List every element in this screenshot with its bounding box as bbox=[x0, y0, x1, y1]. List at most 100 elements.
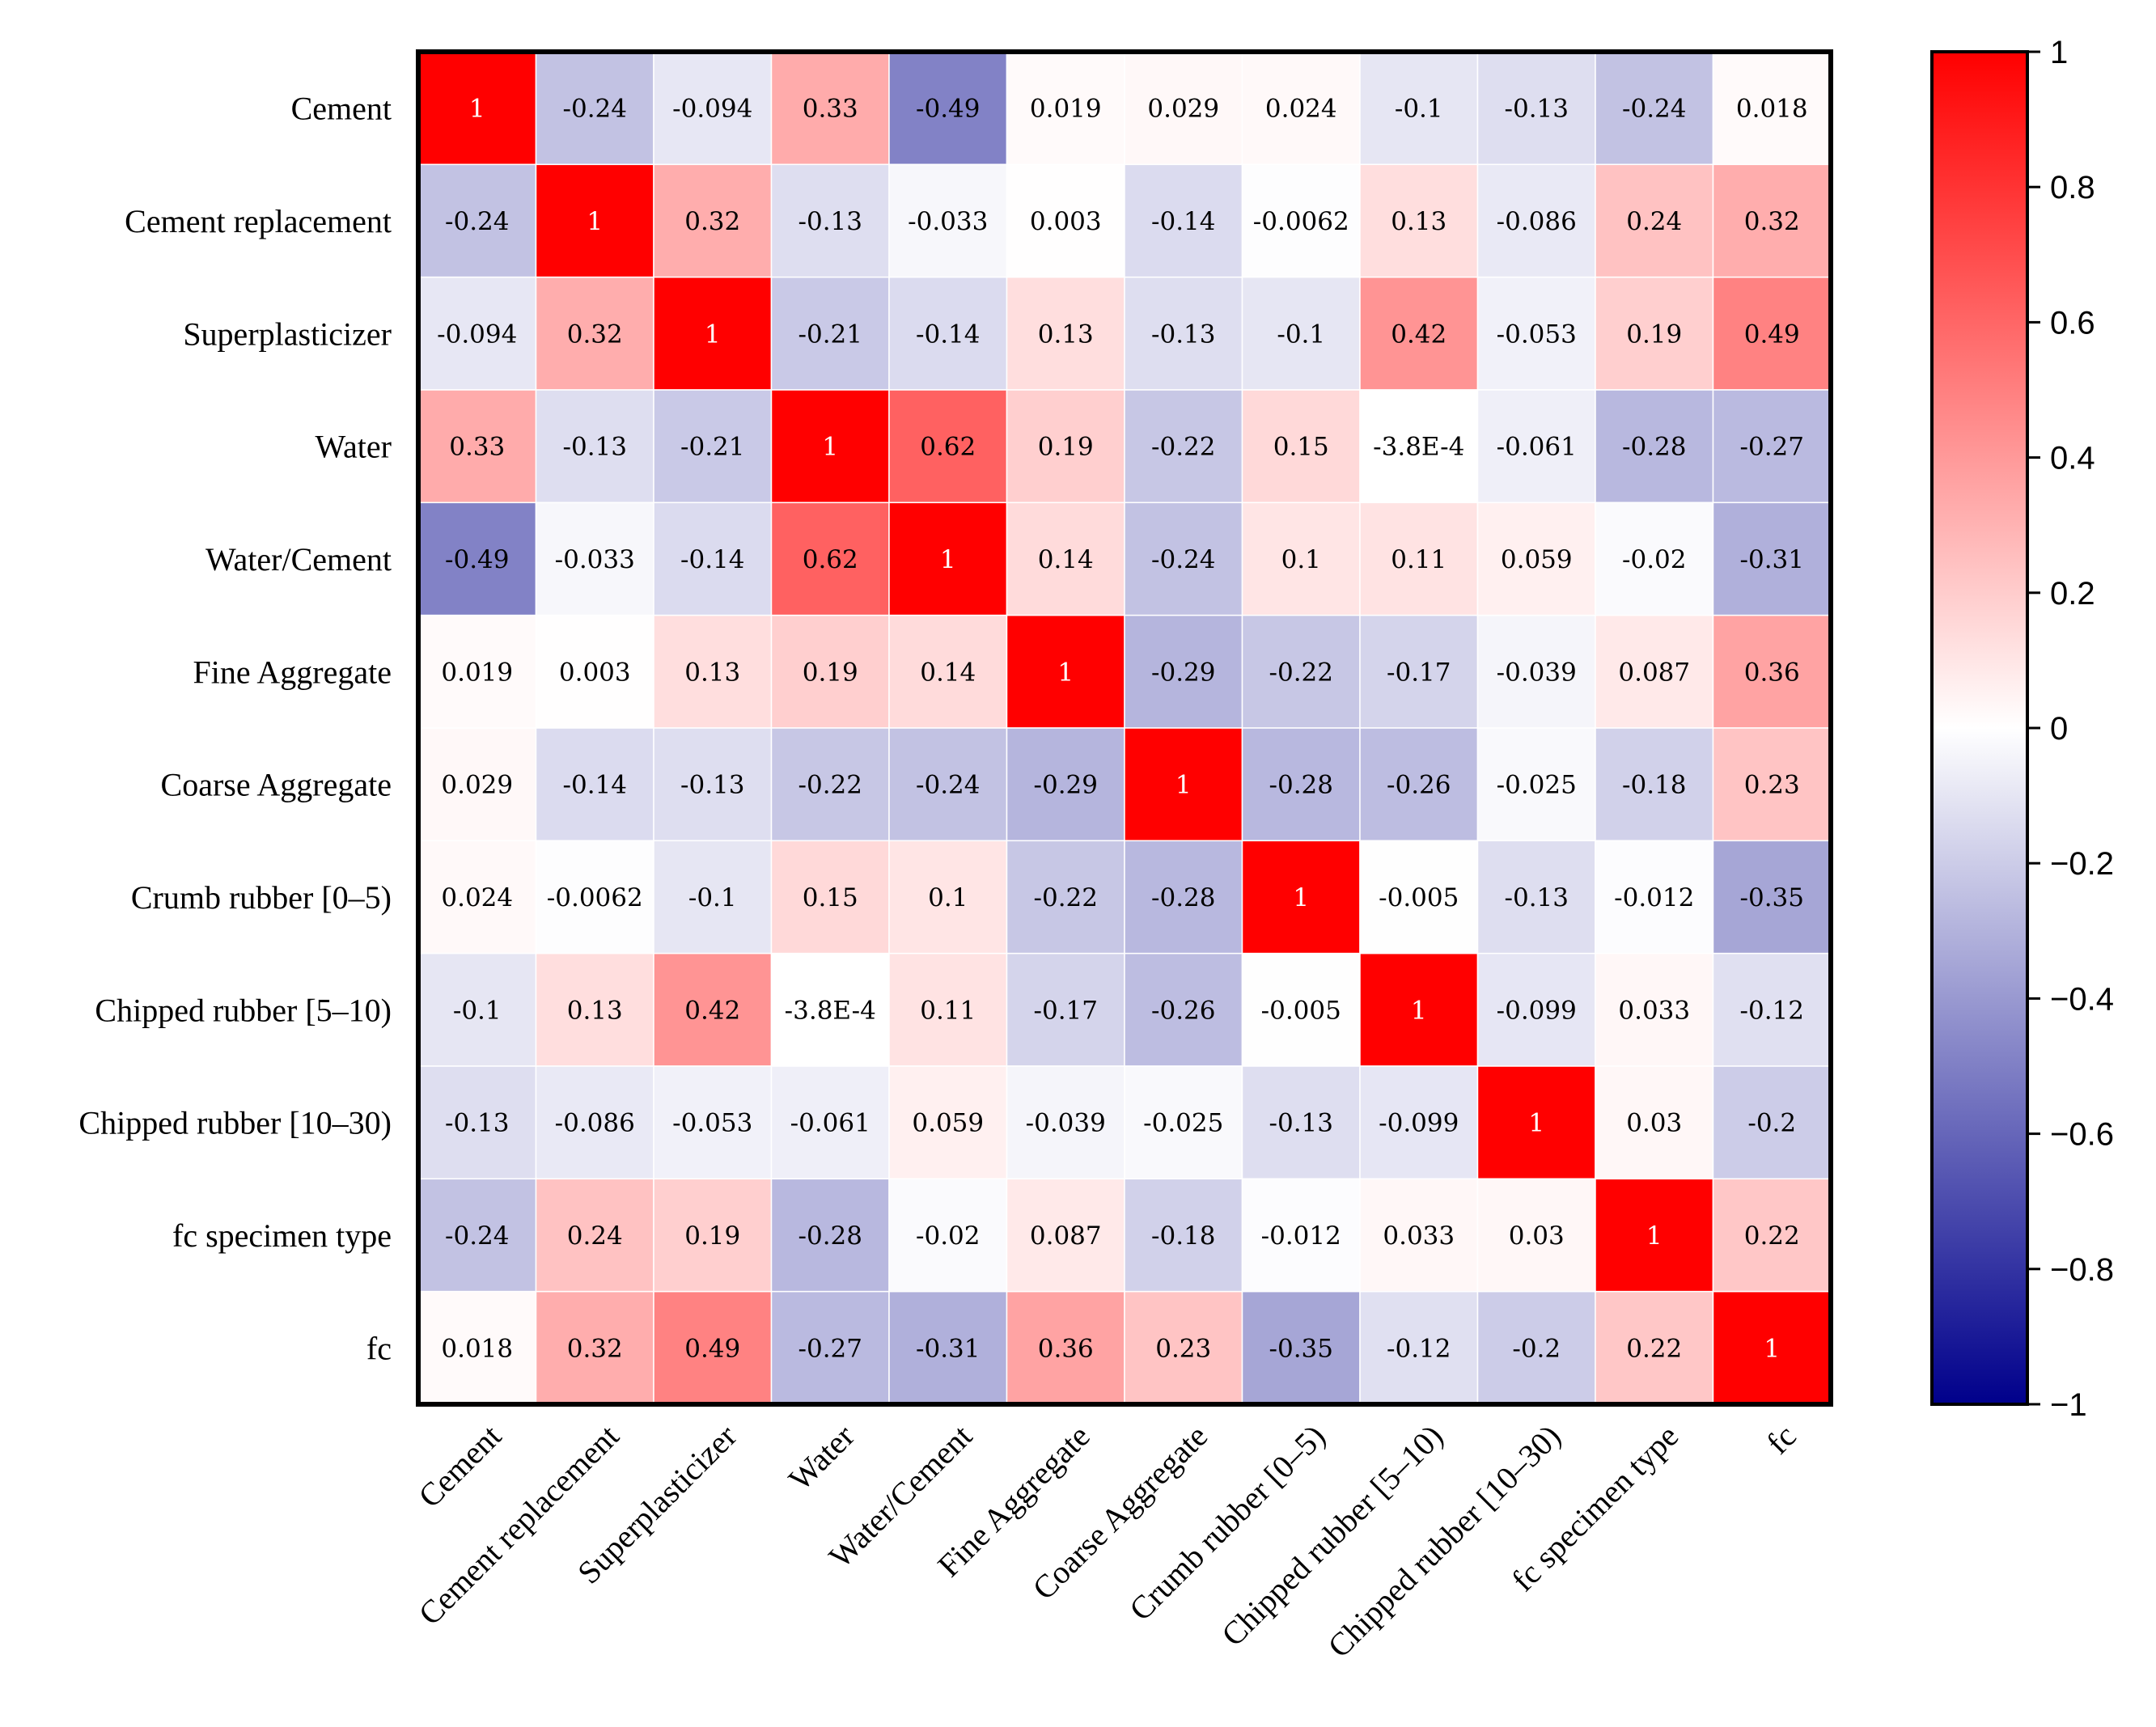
cell-value-label: -0.18 bbox=[1151, 1221, 1216, 1251]
cell-value-label: -0.24 bbox=[563, 95, 628, 124]
heatmap-cell bbox=[1241, 1065, 1361, 1180]
cell-value-label: -0.14 bbox=[1151, 207, 1216, 236]
heatmap-cell bbox=[1359, 614, 1479, 729]
heatmap-cell bbox=[770, 276, 890, 391]
cell-value-label: 0.32 bbox=[1744, 207, 1800, 236]
heatmap-cell bbox=[1241, 1178, 1361, 1293]
cell-value-label: 0.33 bbox=[803, 95, 858, 124]
heatmap-cell bbox=[1006, 163, 1125, 278]
heatmap-cell bbox=[535, 840, 654, 955]
cell-value-label: -0.28 bbox=[1151, 883, 1216, 912]
heatmap-cell bbox=[1006, 952, 1125, 1067]
heatmap-cell bbox=[1359, 1290, 1479, 1405]
cell-value-label: 0.03 bbox=[1509, 1221, 1565, 1251]
heatmap-cell bbox=[417, 614, 537, 729]
row-labels: Cement Cement replacement Superplasticizer… bbox=[78, 91, 392, 1367]
heatmap-cell bbox=[535, 727, 654, 842]
heatmap-cells bbox=[417, 51, 1832, 1405]
cell-value-label: 0.22 bbox=[1744, 1221, 1800, 1251]
heatmap-cell bbox=[535, 51, 654, 166]
cell-value-label: 0.1 bbox=[928, 883, 968, 912]
heatmap-cell bbox=[1712, 276, 1832, 391]
heatmap-cell bbox=[1241, 502, 1361, 616]
cell-value-label: 0.23 bbox=[1155, 1334, 1211, 1363]
cell-value-label: 0.24 bbox=[567, 1221, 623, 1251]
cell-value-label: 1 bbox=[1175, 771, 1192, 800]
cell-value-label: -0.061 bbox=[1497, 433, 1577, 462]
heatmap-cell bbox=[1006, 51, 1125, 166]
heatmap-cell bbox=[1476, 614, 1596, 729]
heatmap-cell bbox=[417, 51, 537, 166]
cell-value-label: 0.13 bbox=[567, 996, 623, 1025]
heatmap-cell bbox=[1241, 614, 1361, 729]
cell-value-label: -0.22 bbox=[1034, 883, 1099, 912]
heatmap-cell bbox=[1359, 1178, 1479, 1293]
cell-value-label: -0.005 bbox=[1379, 883, 1459, 912]
heatmap-cell bbox=[653, 727, 773, 842]
heatmap-cell bbox=[1476, 1290, 1596, 1405]
cell-value-label: -0.29 bbox=[1034, 771, 1099, 800]
row-label: Crumb rubber [0–5) bbox=[131, 879, 392, 916]
heatmap-cell bbox=[1476, 1178, 1596, 1293]
cell-value-label: 0.059 bbox=[1501, 545, 1573, 574]
cell-value-label: -0.35 bbox=[1269, 1334, 1334, 1363]
row-label: Superplasticizer bbox=[183, 315, 392, 352]
heatmap-cell bbox=[535, 1065, 654, 1180]
heatmap-cell bbox=[1595, 727, 1714, 842]
row-label: Cement replacement bbox=[125, 203, 392, 239]
heatmap-cell bbox=[535, 952, 654, 1067]
heatmap-cell bbox=[888, 727, 1008, 842]
cell-value-label: 0.11 bbox=[1391, 545, 1447, 574]
cell-value-label: -0.21 bbox=[680, 433, 745, 462]
colorbar-tick-label: −1 bbox=[2050, 1387, 2087, 1423]
cell-value-label: 1 bbox=[1411, 996, 1427, 1025]
cell-value-label: -0.28 bbox=[1622, 433, 1687, 462]
cell-value-label: -0.13 bbox=[1151, 320, 1216, 349]
heatmap-cell bbox=[1359, 952, 1479, 1067]
colorbar-tick-label: 0.2 bbox=[2050, 576, 2095, 612]
cell-value-label: -0.02 bbox=[1622, 545, 1687, 574]
heatmap-cell bbox=[770, 163, 890, 278]
row-label: Water bbox=[316, 429, 392, 465]
heatmap-cell bbox=[1476, 51, 1596, 166]
cell-value-label: -0.13 bbox=[1505, 95, 1569, 124]
heatmap-cell bbox=[1359, 389, 1479, 504]
heatmap-cell bbox=[1006, 502, 1125, 616]
cell-value-label: 0.13 bbox=[1038, 320, 1094, 349]
heatmap-cell bbox=[1712, 1065, 1832, 1180]
cell-value-label: -0.31 bbox=[916, 1334, 981, 1363]
cell-value-label: -0.005 bbox=[1261, 996, 1341, 1025]
cell-value-label: 0.019 bbox=[1030, 95, 1102, 124]
heatmap-cell bbox=[417, 727, 537, 842]
heatmap-cell bbox=[653, 952, 773, 1067]
cell-value-label: 0.15 bbox=[803, 883, 858, 912]
cell-value-label: 1 bbox=[469, 95, 485, 124]
heatmap-cell bbox=[1124, 1178, 1243, 1293]
colorbar-tick-label: 0.6 bbox=[2050, 305, 2095, 341]
cell-value-label: -0.033 bbox=[908, 207, 988, 236]
cell-value-label: 0.018 bbox=[441, 1334, 513, 1363]
heatmap-cell bbox=[1476, 727, 1596, 842]
heatmap-cell bbox=[653, 276, 773, 391]
cell-value-label: -0.22 bbox=[1269, 658, 1334, 687]
cell-value-label: 1 bbox=[705, 320, 721, 349]
heatmap-cell bbox=[1712, 952, 1832, 1067]
colorbar-tick-label: −0.4 bbox=[2050, 981, 2114, 1017]
cell-value-label: 0.62 bbox=[803, 545, 858, 574]
cell-value-label: -0.14 bbox=[680, 545, 745, 574]
cell-value-label: 0.15 bbox=[1273, 433, 1329, 462]
row-label: Water/Cement bbox=[205, 541, 392, 578]
cell-value-label: -0.12 bbox=[1740, 996, 1805, 1025]
column-label: Chipped rubber [10–30) bbox=[1320, 1418, 1567, 1665]
heatmap-cell bbox=[1476, 389, 1596, 504]
cell-value-label: -0.49 bbox=[916, 95, 981, 124]
heatmap-cell bbox=[535, 163, 654, 278]
cell-value-label: 1 bbox=[1646, 1221, 1663, 1251]
heatmap-cell bbox=[1595, 1065, 1714, 1180]
cell-value-label: -0.02 bbox=[916, 1221, 981, 1251]
row-label: Chipped rubber [10–30) bbox=[78, 1105, 392, 1141]
heatmap-cell bbox=[1359, 502, 1479, 616]
heatmap-cell bbox=[417, 163, 537, 278]
cell-value-label: -0.012 bbox=[1261, 1221, 1341, 1251]
heatmap-cell bbox=[417, 952, 537, 1067]
